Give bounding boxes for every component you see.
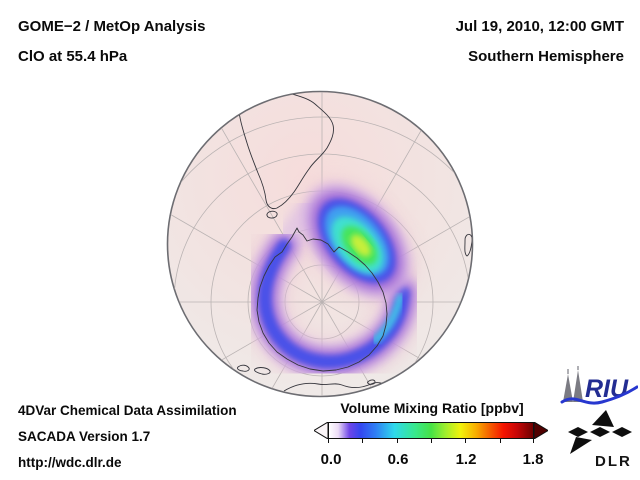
riu-text: RIU bbox=[585, 375, 629, 403]
colorbar-tick-labels: 0.0 0.6 1.2 1.8 bbox=[316, 451, 548, 468]
riu-logo: RIU bbox=[560, 366, 639, 410]
instrument-title: GOME−2 / MetOp Analysis bbox=[18, 18, 206, 35]
island-coastline-a bbox=[237, 364, 250, 372]
tierra-del-fuego-coastline bbox=[266, 210, 278, 219]
colorbar-ticks bbox=[328, 439, 534, 443]
island-coastline-c bbox=[367, 379, 376, 385]
australia-coastline bbox=[283, 382, 388, 392]
colorbar-tick-label: 0.6 bbox=[387, 451, 409, 468]
riu-wave-icon bbox=[560, 385, 639, 405]
datetime-label: Jul 19, 2010, 12:00 GMT bbox=[455, 18, 624, 35]
species-level-label: ClO at 55.4 hPa bbox=[18, 48, 128, 65]
colorbar-legend: Volume Mixing Ratio [ppbv] 0.0 0.6 1.2 1… bbox=[314, 400, 548, 468]
assimilation-method-label: 4DVar Chemical Data Assimilation bbox=[18, 403, 237, 418]
colorbar-underflow-arrow-icon bbox=[314, 422, 328, 439]
dlr-text: DLR bbox=[595, 453, 632, 470]
header-left: GOME−2 / MetOp Analysis ClO at 55.4 hPa bbox=[18, 12, 205, 72]
header-right: Jul 19, 2010, 12:00 GMT Southern Hemisph… bbox=[456, 12, 624, 72]
colorbar-tick-label: 1.8 bbox=[522, 451, 544, 468]
cathedral-icon bbox=[563, 366, 583, 402]
credits: 4DVar Chemical Data Assimilation SACADA … bbox=[18, 398, 237, 476]
colorbar-tick-label: 0.0 bbox=[320, 451, 342, 468]
hemisphere-label: Southern Hemisphere bbox=[468, 48, 624, 65]
antarctica-coastline bbox=[256, 227, 388, 372]
colorbar-gradient bbox=[328, 422, 534, 439]
data-center-url: http://wdc.dlr.de bbox=[18, 455, 122, 470]
colorbar-tick-label: 1.2 bbox=[455, 451, 477, 468]
colorbar-overflow-arrow-icon bbox=[534, 422, 548, 439]
dlr-star-icon bbox=[568, 410, 632, 454]
island-coastline-b bbox=[254, 367, 271, 375]
clo-plume bbox=[238, 175, 430, 389]
dlr-logo: DLR bbox=[566, 410, 634, 472]
colorbar-title: Volume Mixing Ratio [ppbv] bbox=[340, 400, 524, 416]
software-version-label: SACADA Version 1.7 bbox=[18, 429, 151, 444]
